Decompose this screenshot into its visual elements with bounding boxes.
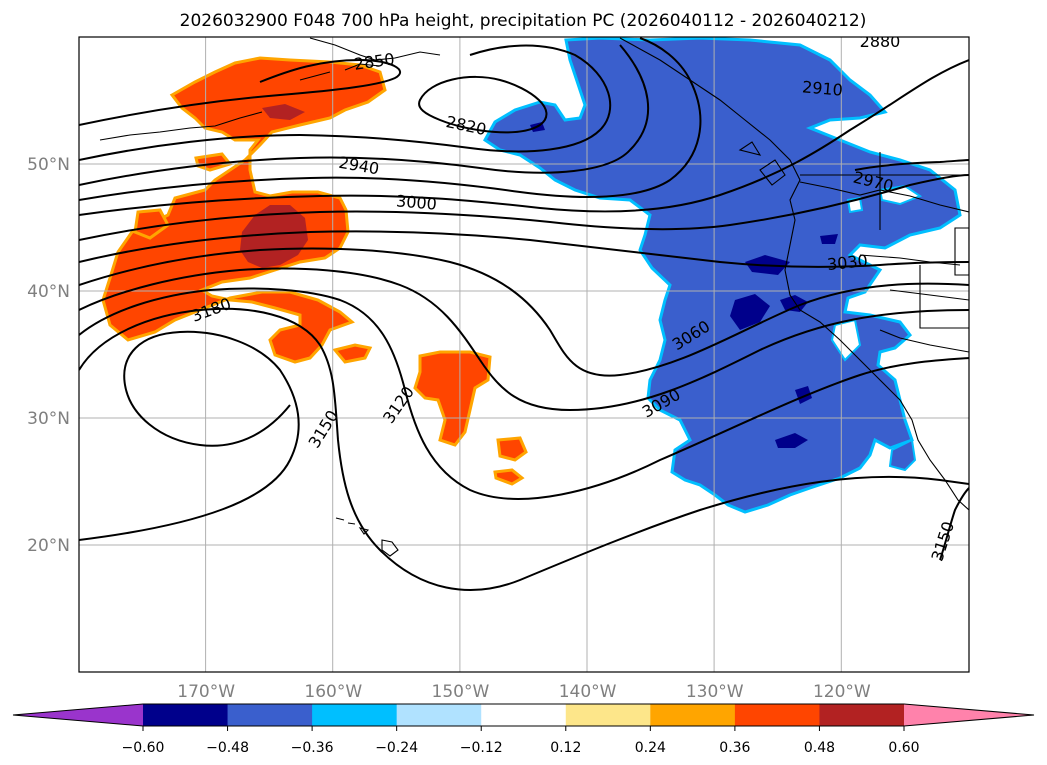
colorbar-segment bbox=[650, 704, 736, 726]
colorbar-segment bbox=[565, 704, 651, 726]
colorbar-tick-label: −0.48 bbox=[206, 740, 249, 756]
colorbar-segment bbox=[143, 704, 229, 726]
colorbar-segment bbox=[396, 704, 482, 726]
gridlines bbox=[79, 37, 969, 672]
x-tick-label: 120°W bbox=[813, 682, 871, 702]
colorbar-tick-label: −0.12 bbox=[460, 740, 503, 756]
colorbar-segment bbox=[819, 704, 905, 726]
colorbar-tick-label: −0.24 bbox=[375, 740, 418, 756]
colorbar-extend-low bbox=[13, 704, 143, 726]
x-tick-label: 160°W bbox=[304, 682, 362, 702]
x-axis-ticks: 170°W 160°W 150°W 140°W 130°W 120°W bbox=[177, 682, 871, 702]
y-tick-label: 30°N bbox=[27, 409, 70, 429]
map-area: 2850 2820 2880 2910 2940 2970 3000 3030 … bbox=[79, 32, 969, 672]
colorbar-tick-label: 0.36 bbox=[719, 740, 750, 756]
y-tick-label: 40°N bbox=[27, 282, 70, 302]
x-tick-label: 140°W bbox=[559, 682, 617, 702]
y-tick-label: 20°N bbox=[27, 536, 70, 556]
chart-title: 2026032900 F048 700 hPa height, precipit… bbox=[180, 11, 867, 31]
colorbar: −0.60 −0.48 −0.36 −0.24 −0.12 0.12 0.24 0.36 0.4… bbox=[12, 703, 1035, 756]
contour-label: 2910 bbox=[801, 77, 843, 99]
x-tick-label: 170°W bbox=[177, 682, 235, 702]
colorbar-tick-label: −0.36 bbox=[291, 740, 334, 756]
y-tick-label: 50°N bbox=[27, 155, 70, 175]
x-tick-label: 130°W bbox=[686, 682, 744, 702]
map-frame bbox=[78, 36, 970, 673]
colorbar-segment bbox=[312, 704, 398, 726]
colorbar-tick-label: −0.60 bbox=[122, 740, 165, 756]
colorbar-tick-label: 0.60 bbox=[888, 740, 919, 756]
colorbar-tick-label: 0.48 bbox=[804, 740, 835, 756]
colorbar-segment bbox=[734, 704, 820, 726]
y-axis-ticks: 20°N 30°N 40°N 50°N bbox=[27, 155, 70, 556]
colorbar-tick-label: 0.12 bbox=[550, 740, 581, 756]
colorbar-extend-high bbox=[904, 704, 1034, 726]
x-tick-label: 150°W bbox=[432, 682, 490, 702]
colorbar-tick-label: 0.24 bbox=[635, 740, 666, 756]
colorbar-segment bbox=[481, 704, 567, 726]
contour-label: 2880 bbox=[860, 32, 901, 51]
coastlines bbox=[99, 37, 969, 557]
contour-label: 3000 bbox=[395, 191, 437, 213]
height-contours bbox=[79, 37, 969, 591]
colorbar-segment bbox=[227, 704, 313, 726]
contour-label: 3030 bbox=[826, 251, 868, 274]
